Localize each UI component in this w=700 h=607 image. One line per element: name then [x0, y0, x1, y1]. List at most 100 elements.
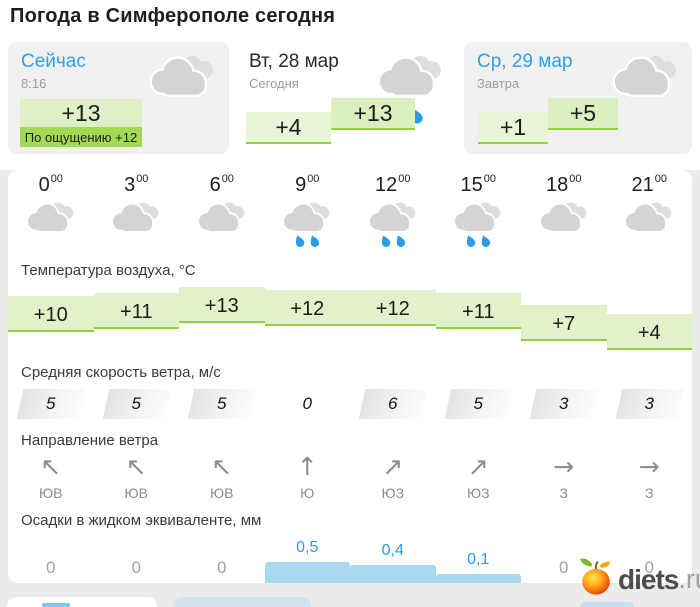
- tomorrow-temp-morning: +1: [478, 112, 548, 144]
- temperature-step: +13: [179, 287, 265, 323]
- watermark-name: diets: [618, 563, 679, 595]
- card-now-time: 8:16: [21, 76, 47, 91]
- wind-direction-label: ЮВ: [124, 485, 148, 501]
- precipitation-value: 0,4: [381, 542, 404, 559]
- wind-speed-value: 5: [473, 394, 483, 413]
- card-tomorrow-title: Ср, 29 мар: [477, 51, 573, 72]
- wind-speed-value: 3: [644, 394, 654, 413]
- precipitation-value: 0: [644, 558, 654, 577]
- diets-ru-watermark: diets .ru: [578, 558, 700, 601]
- hour-label: 600: [209, 173, 234, 196]
- precipitation-value: 0,5: [296, 539, 319, 556]
- wind-speed-value: 6: [388, 394, 398, 413]
- wind-direction-arrow-icon: ↗: [467, 452, 489, 481]
- wind-speed-cell: 0: [265, 388, 351, 420]
- wind-speed-value: 5: [131, 394, 141, 413]
- weather-icons-row: [8, 198, 692, 256]
- wind-speed-value: 5: [46, 394, 56, 413]
- watermark-tld: .ru: [678, 564, 700, 594]
- bottom-card-accent: [42, 603, 70, 607]
- hour-label: 900: [295, 173, 320, 196]
- precipitation-value: 0: [217, 558, 227, 577]
- hour-label: 2100: [631, 173, 668, 196]
- today-temp-day: +13: [331, 98, 415, 130]
- wind-direction-label: ЮВ: [39, 485, 63, 501]
- temperature-step-chart: +10 +11 +13 +12 +12 +11 +7 +4: [8, 270, 692, 364]
- temperature-step: +10: [8, 296, 94, 332]
- cloudy-icon: [145, 50, 221, 109]
- precipitation-bar: [350, 565, 436, 583]
- wind-direction-arrow-icon: ↗: [382, 452, 404, 481]
- card-now-title: Сейчас: [21, 51, 86, 72]
- wind-direction-label: ЮЗ: [381, 485, 405, 501]
- wind-direction-arrow-icon: →: [638, 452, 660, 481]
- wind-direction-label: ЮВ: [210, 485, 234, 501]
- cloudy-icon: [608, 50, 684, 109]
- tomorrow-temp-day: +5: [548, 98, 618, 130]
- cloudy-icon: [8, 198, 94, 256]
- hour-label: 1200: [375, 173, 411, 196]
- card-today[interactable]: Вт, 28 мар Сегодня +4 +13: [236, 42, 457, 154]
- card-tomorrow-subtitle: Завтра: [477, 76, 520, 91]
- wind-direction-label: ЮЗ: [466, 485, 490, 501]
- cloudy-icon: [521, 198, 607, 256]
- card-now[interactable]: Сейчас 8:16 +13 По ощущению +12: [8, 42, 229, 154]
- card-tomorrow[interactable]: Ср, 29 мар Завтра +1 +5: [464, 42, 692, 154]
- bottom-partial-card-1[interactable]: [7, 597, 157, 607]
- today-temp-morning: +4: [246, 112, 331, 144]
- precipitation-value: 0,1: [467, 551, 490, 568]
- page-title: Погода в Симферополе сегодня: [10, 5, 336, 27]
- precipitation-bar: [435, 574, 521, 583]
- temperature-step: +7: [521, 305, 607, 341]
- hour-label: 1500: [460, 173, 497, 196]
- cloudy-icon: [179, 198, 265, 256]
- wind-speed-cell: 5: [179, 388, 265, 420]
- hour-label: 1800: [546, 173, 582, 196]
- wind-direction-arrows-row: ↖ ↖ ↖ ↑ ↗ ↗ → →: [8, 454, 692, 480]
- wind-speed-cell: 5: [8, 388, 94, 420]
- precipitation-section-label: Осадки в жидком эквиваленте, мм: [21, 512, 262, 529]
- temperature-step: +11: [435, 293, 521, 329]
- wind-direction-arrow-icon: ↖: [125, 452, 147, 481]
- wind-speed-cell: 5: [94, 388, 180, 420]
- wind-speed-cell: 6: [350, 388, 436, 420]
- wind-speed-value: 3: [559, 394, 569, 413]
- wind-direction-labels-row: ЮВ ЮВ ЮВ Ю ЮЗ ЮЗ З З: [8, 485, 692, 501]
- wind-speed-cell: 3: [521, 388, 607, 420]
- bottom-partial-card-2[interactable]: [173, 597, 311, 607]
- bottom-partial-card-3[interactable]: [580, 602, 634, 607]
- wind-speed-value: 0: [302, 394, 312, 413]
- temperature-section-label: Температура воздуха, °C: [21, 262, 196, 279]
- apple-logo-icon: [578, 558, 616, 601]
- cloudy-icon: [94, 198, 180, 256]
- precipitation-value: 0: [46, 558, 56, 577]
- wind-direction-arrow-icon: →: [553, 452, 575, 481]
- wind-direction-label: З: [559, 485, 568, 501]
- wind-speed-value: 5: [217, 394, 227, 413]
- wind-speed-row: 5 5 5 0 6 5 3 3: [8, 388, 692, 420]
- cloud-rain-icon: [350, 198, 436, 256]
- wind-direction-label: З: [645, 485, 654, 501]
- precipitation-chart: 0 0 0 0,5 0,4 0,1 0 0: [8, 525, 692, 583]
- hours-row: 000 300 600 900 1200 1500 1800 2100: [8, 173, 692, 197]
- cloud-rain-icon: [265, 198, 351, 256]
- wind-direction-arrow-icon: ↖: [211, 452, 233, 481]
- wind-speed-cell: 3: [607, 388, 693, 420]
- current-temperature: +13: [20, 99, 142, 127]
- forecast-panel: 000 300 600 900 1200 1500 1800 2100: [8, 170, 692, 583]
- wind-direction-arrow-icon: ↖: [40, 452, 62, 481]
- temperature-step: +4: [606, 314, 692, 350]
- temperature-step: +12: [350, 290, 436, 326]
- precipitation-value: 0: [559, 558, 569, 577]
- temperature-step: +12: [264, 290, 350, 326]
- cloudy-icon: [607, 198, 693, 256]
- wind-speed-section-label: Средняя скорость ветра, м/с: [21, 364, 221, 381]
- card-today-title: Вт, 28 мар: [249, 51, 339, 72]
- wind-direction-label: Ю: [300, 485, 315, 501]
- precipitation-value: 0: [131, 558, 141, 577]
- cloud-rain-icon: [436, 198, 522, 256]
- card-today-subtitle: Сегодня: [249, 76, 299, 91]
- cloud-rain-icon: [373, 50, 449, 109]
- hour-label: 300: [124, 173, 149, 196]
- feels-like-badge: По ощущению +12: [20, 127, 142, 147]
